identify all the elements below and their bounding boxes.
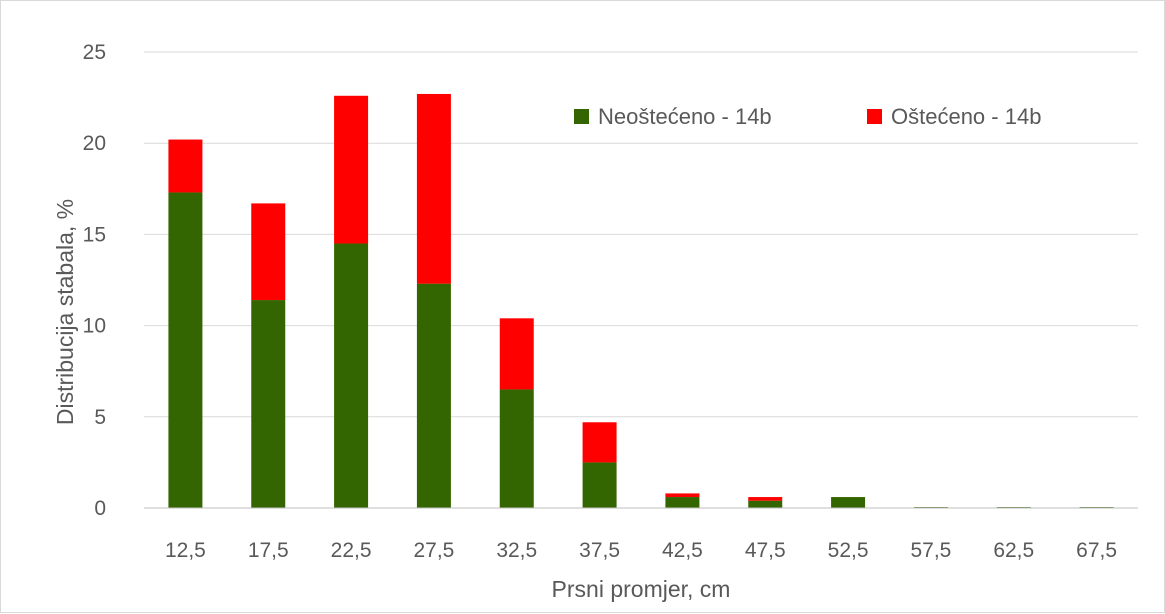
bars — [168, 93, 1114, 508]
y-tick-label: 20 — [83, 132, 106, 155]
x-tick-label: 12,5 — [165, 539, 206, 562]
y-tick-label: 5 — [94, 406, 106, 429]
bar-segment-osteceno — [416, 93, 451, 284]
x-tick-label: 32,5 — [496, 539, 537, 562]
y-tick-label: 25 — [83, 41, 106, 64]
bar-segment-neosteceno — [168, 192, 203, 508]
bar-segment-neosteceno — [582, 462, 617, 508]
bar-segment-osteceno — [748, 497, 783, 501]
x-tick-label: 22,5 — [331, 539, 372, 562]
legend-label: Oštećeno - 14b — [891, 104, 1041, 129]
x-tick-label: 47,5 — [745, 539, 786, 562]
x-tick-label: 37,5 — [579, 539, 620, 562]
bar-segment-neosteceno — [334, 243, 369, 508]
x-tick-label: 42,5 — [662, 539, 703, 562]
x-tick-label: 17,5 — [248, 539, 289, 562]
y-tick-label: 0 — [94, 497, 106, 520]
legend: Neoštećeno - 14b Oštećeno - 14b — [574, 104, 1041, 129]
bar-segment-neosteceno — [665, 497, 700, 508]
legend-swatch — [867, 109, 882, 124]
x-tick-label: 62,5 — [993, 539, 1034, 562]
y-axis-ticks: 0 5 10 15 20 25 — [83, 41, 106, 520]
x-axis-title: Prsni promjer, cm — [552, 576, 731, 602]
gridlines — [144, 51, 1138, 418]
bar-segment-osteceno — [665, 493, 700, 498]
legend-label: Neoštećeno - 14b — [598, 104, 772, 129]
bar-segment-osteceno — [582, 422, 617, 463]
y-axis-title: Distribucija stabala, % — [52, 199, 78, 425]
bar-segment-neosteceno — [499, 389, 534, 508]
bar-segment-osteceno — [334, 95, 369, 244]
bar-segment-neosteceno — [748, 500, 783, 508]
bar-segment-neosteceno — [831, 497, 866, 508]
x-tick-label: 27,5 — [413, 539, 454, 562]
bar-segment-osteceno — [251, 203, 286, 301]
legend-swatch — [574, 109, 589, 124]
bar-segment-neosteceno — [251, 300, 286, 508]
x-tick-label: 67,5 — [1076, 539, 1117, 562]
y-tick-label: 10 — [83, 315, 106, 338]
bar-segment-osteceno — [499, 318, 534, 390]
y-tick-label: 15 — [83, 223, 106, 246]
x-tick-label: 57,5 — [910, 539, 951, 562]
x-tick-label: 52,5 — [828, 539, 869, 562]
x-axis-ticks: 12,5 17,5 22,5 27,5 32,5 37,5 42,5 47,5 52,5 57,5… — [165, 539, 1117, 562]
bar-segment-neosteceno — [416, 283, 451, 508]
bar-segment-osteceno — [168, 139, 203, 193]
